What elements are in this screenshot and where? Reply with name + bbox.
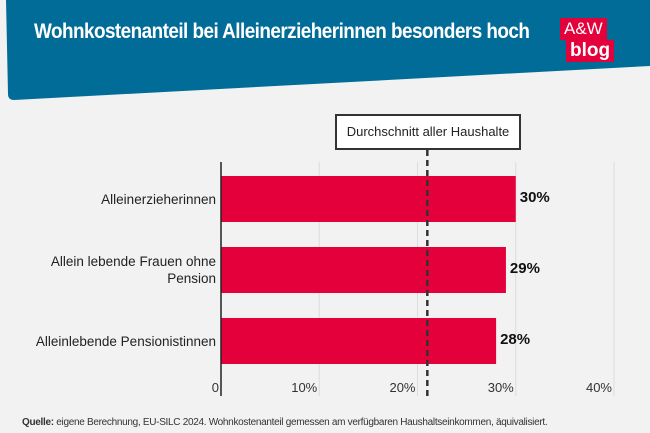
- aw-blog-logo: A&W blog: [560, 18, 615, 62]
- page-title: Wohnkostenanteil bei Alleinerzieherinnen…: [34, 20, 530, 43]
- value-label: 30%: [519, 189, 550, 206]
- bar: [221, 318, 497, 364]
- logo-blog: blog: [566, 40, 615, 62]
- value-label: 28%: [500, 331, 531, 348]
- source-note: Quelle: eigene Berechnung, EU-SILC 2024.…: [22, 417, 548, 428]
- logo-aw: A&W: [560, 18, 607, 40]
- bar: [221, 176, 516, 222]
- category-label: Alleinerzieherinnen: [101, 191, 216, 207]
- category-label: Allein lebende Frauen ohne Pension: [50, 254, 216, 286]
- value-label: 29%: [509, 260, 540, 277]
- bar: [221, 247, 506, 293]
- category-label: Alleinlebende Pensionistinnen: [35, 333, 216, 349]
- x-tick-label: 0: [211, 380, 219, 395]
- x-tick-label: 20%: [389, 380, 416, 395]
- reference-line-label: Durchschnitt aller Haushalte: [335, 114, 521, 150]
- x-tick-label: 30%: [487, 380, 514, 395]
- source-text: eigene Berechnung, EU-SILC 2024. Wohnkos…: [53, 417, 548, 428]
- x-tick-label: 40%: [585, 380, 612, 395]
- header-banner: [6, 0, 650, 100]
- x-tick-label: 10%: [291, 380, 318, 395]
- source-label: Quelle:: [22, 417, 54, 428]
